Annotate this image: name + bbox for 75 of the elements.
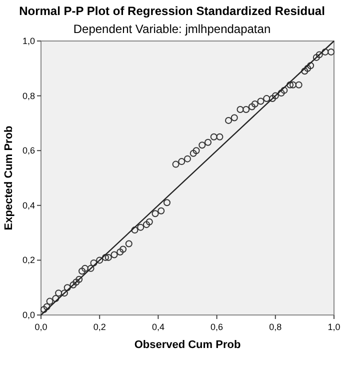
point bbox=[304, 64, 312, 72]
point bbox=[251, 100, 258, 108]
point bbox=[286, 81, 294, 88]
point bbox=[90, 259, 98, 266]
point bbox=[263, 95, 270, 102]
y-tick-label: 1,0 bbox=[22, 36, 35, 46]
y-tick-label: 0,4 bbox=[22, 200, 35, 210]
point bbox=[76, 276, 83, 283]
point bbox=[142, 221, 150, 228]
point bbox=[64, 284, 71, 292]
x-tick-label: 0,6 bbox=[210, 322, 224, 332]
point bbox=[120, 246, 127, 253]
point bbox=[289, 81, 296, 88]
point bbox=[158, 207, 165, 214]
point bbox=[204, 138, 212, 146]
point bbox=[184, 155, 191, 162]
point bbox=[172, 160, 180, 168]
x-tick-label: 0,4 bbox=[152, 322, 164, 332]
point bbox=[230, 114, 238, 122]
point bbox=[248, 103, 256, 110]
point bbox=[40, 306, 48, 314]
y-axis-title: Expected Cum Prob bbox=[3, 125, 15, 230]
point bbox=[110, 251, 118, 258]
point bbox=[46, 298, 54, 305]
point bbox=[295, 81, 302, 88]
point bbox=[278, 90, 285, 97]
point bbox=[102, 254, 109, 261]
point bbox=[322, 48, 329, 56]
point bbox=[137, 224, 144, 231]
point bbox=[116, 248, 124, 256]
point bbox=[43, 303, 50, 310]
point bbox=[301, 68, 308, 75]
point bbox=[70, 281, 77, 288]
point bbox=[96, 256, 104, 264]
point bbox=[312, 54, 320, 61]
y-tick-label: 0,2 bbox=[22, 255, 35, 266]
y-tick-label: 0,6 bbox=[22, 146, 35, 156]
chart-title: Normal P-P Plot of Regression Standardized Residual bbox=[19, 4, 325, 18]
point bbox=[125, 240, 132, 248]
point bbox=[104, 254, 112, 261]
x-tick-label: 0,2 bbox=[93, 322, 106, 332]
point bbox=[131, 226, 138, 234]
point bbox=[190, 150, 197, 157]
chart-subtitle: Dependent Variable: jmlhpendapatan bbox=[73, 22, 271, 36]
point bbox=[257, 98, 264, 105]
point bbox=[78, 268, 86, 275]
point bbox=[225, 116, 232, 124]
point bbox=[272, 92, 279, 100]
point bbox=[316, 51, 323, 58]
x-tick-label: 0,0 bbox=[34, 322, 48, 332]
point bbox=[60, 290, 68, 297]
point bbox=[146, 218, 153, 226]
x-tick-label: 0,8 bbox=[269, 322, 282, 332]
point bbox=[280, 86, 288, 94]
point bbox=[178, 158, 186, 166]
point bbox=[192, 147, 200, 154]
point bbox=[163, 199, 170, 206]
x-tick-label: 1,0 bbox=[328, 322, 340, 332]
point bbox=[198, 142, 206, 149]
point bbox=[52, 295, 60, 302]
point bbox=[328, 48, 335, 56]
point bbox=[268, 95, 276, 102]
x-axis-title: Observed Cum Prob bbox=[134, 339, 241, 351]
point bbox=[87, 264, 94, 272]
point bbox=[72, 278, 80, 286]
point bbox=[236, 106, 244, 113]
point bbox=[210, 133, 218, 140]
y-tick-label: 0,8 bbox=[22, 90, 35, 101]
point bbox=[81, 264, 88, 272]
point bbox=[307, 62, 314, 70]
point bbox=[242, 106, 250, 113]
point bbox=[216, 133, 224, 140]
point bbox=[152, 210, 159, 218]
point bbox=[55, 290, 62, 297]
y-tick-label: 0,0 bbox=[22, 310, 35, 320]
